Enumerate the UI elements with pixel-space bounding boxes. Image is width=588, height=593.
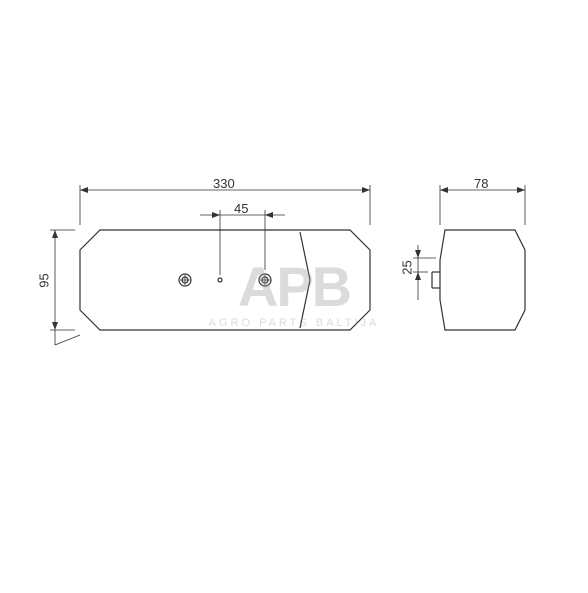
arrow-78-left: [440, 187, 448, 193]
arrow-25-top: [415, 250, 421, 258]
arrow-45-right: [265, 212, 273, 218]
side-view-outline: [440, 230, 525, 330]
arrow-330-left: [80, 187, 88, 193]
arrow-95-bot: [52, 322, 58, 330]
dim-label-78: 78: [474, 176, 488, 191]
arrow-45-left: [212, 212, 220, 218]
arrow-330-right: [362, 187, 370, 193]
arrow-95-top: [52, 230, 58, 238]
dim-label-95: 95: [37, 273, 52, 287]
front-view-outline: [80, 230, 370, 330]
front-detail-line-2: [300, 280, 310, 328]
dim-label-45: 45: [234, 201, 248, 216]
technical-drawing: 330 45 95 78 25 APB AGRO PARTS BALTIJA: [0, 0, 588, 588]
arrow-25-bot: [415, 272, 421, 280]
arrow-78-right: [517, 187, 525, 193]
dim-label-25: 25: [400, 260, 415, 274]
drawing-svg: [0, 0, 588, 588]
front-detail-line-1: [300, 232, 310, 280]
dim-label-330: 330: [213, 176, 235, 191]
front-center-dot: [218, 278, 222, 282]
